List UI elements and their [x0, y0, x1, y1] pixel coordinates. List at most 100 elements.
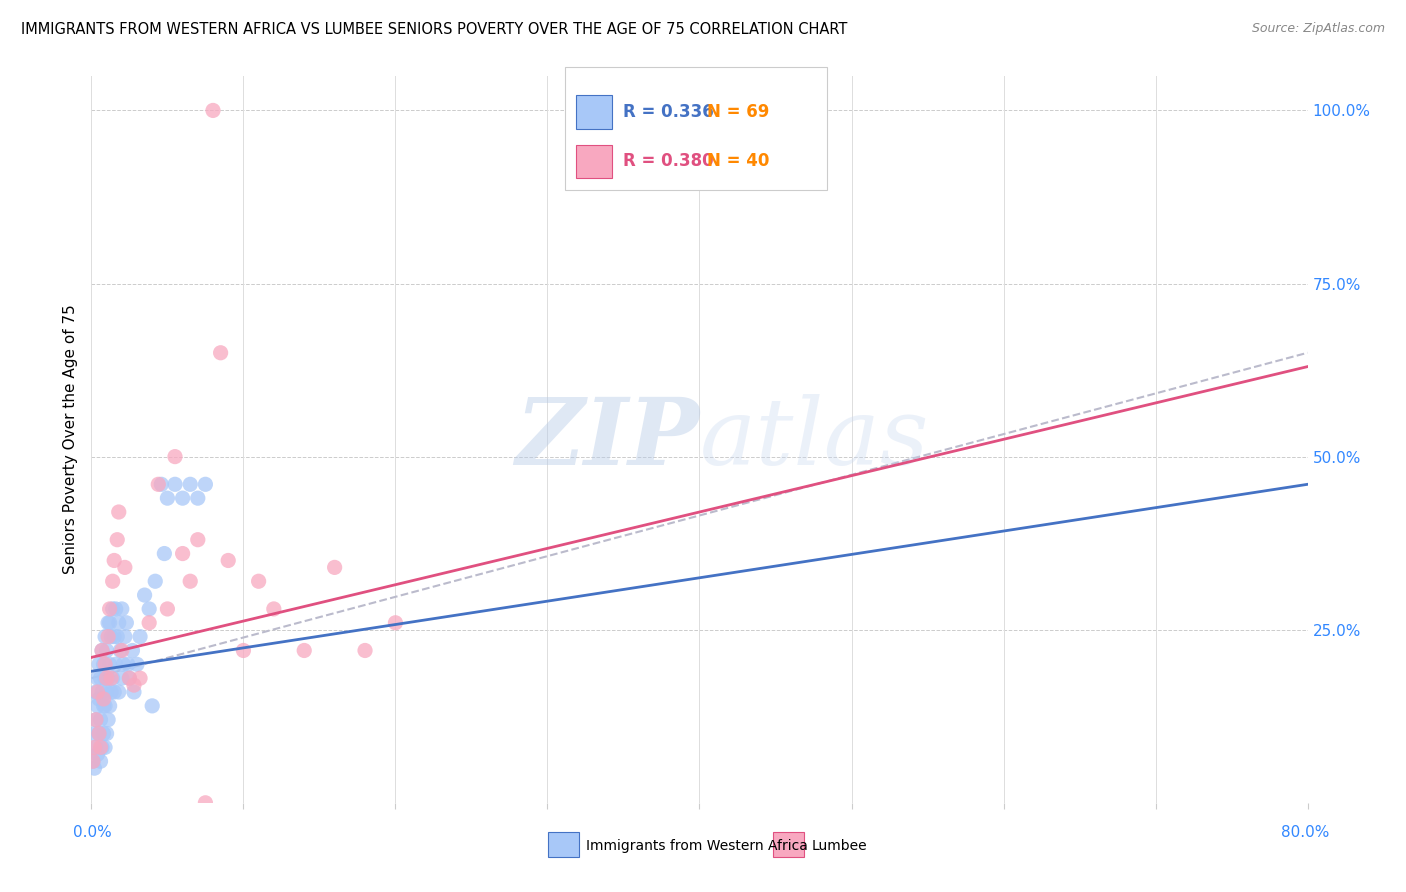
Point — [101, 671, 124, 685]
Point — [115, 615, 138, 630]
Text: ZIP: ZIP — [515, 394, 699, 484]
Point — [125, 657, 148, 672]
Point — [118, 671, 141, 685]
Text: N = 40: N = 40 — [707, 153, 769, 170]
Point — [93, 692, 115, 706]
Point — [150, 477, 173, 491]
Point — [103, 553, 125, 567]
Point — [156, 491, 179, 505]
Point — [354, 643, 377, 657]
Point — [103, 630, 125, 644]
Point — [89, 754, 111, 768]
Point — [101, 574, 124, 589]
Point — [91, 643, 114, 657]
Point — [217, 553, 239, 567]
Point — [134, 588, 156, 602]
Point — [86, 671, 108, 685]
Point — [103, 685, 125, 699]
Point — [187, 491, 209, 505]
Text: R = 0.380: R = 0.380 — [623, 153, 713, 170]
Point — [172, 547, 194, 561]
Point — [93, 657, 115, 672]
Point — [86, 698, 108, 713]
Text: R = 0.336: R = 0.336 — [623, 103, 714, 121]
Point — [87, 657, 110, 672]
Point — [111, 643, 134, 657]
Point — [384, 615, 406, 630]
Point — [118, 671, 141, 685]
Point — [82, 754, 104, 768]
Point — [94, 671, 117, 685]
Point — [97, 713, 120, 727]
Point — [138, 615, 160, 630]
Point — [83, 740, 105, 755]
Point — [202, 103, 225, 118]
Text: atlas: atlas — [699, 394, 929, 484]
Text: Source: ZipAtlas.com: Source: ZipAtlas.com — [1251, 22, 1385, 36]
Point — [247, 574, 270, 589]
Point — [101, 602, 124, 616]
Point — [153, 547, 176, 561]
Point — [84, 740, 107, 755]
Point — [93, 698, 115, 713]
Point — [89, 713, 111, 727]
Point — [96, 671, 118, 685]
Point — [94, 630, 117, 644]
Point — [96, 643, 118, 657]
Point — [129, 671, 152, 685]
Point — [105, 533, 128, 547]
Point — [172, 491, 194, 505]
Point — [91, 740, 114, 755]
Point — [97, 671, 120, 685]
Point — [112, 657, 135, 672]
Point — [98, 657, 121, 672]
Text: Lumbee: Lumbee — [811, 838, 868, 853]
Point — [89, 740, 111, 755]
Point — [107, 685, 129, 699]
Text: N = 69: N = 69 — [707, 103, 769, 121]
Point — [98, 615, 121, 630]
Point — [83, 726, 105, 740]
Point — [97, 615, 120, 630]
Text: 80.0%: 80.0% — [1281, 825, 1329, 840]
Point — [94, 740, 117, 755]
Point — [232, 643, 254, 657]
Point — [117, 657, 139, 672]
Point — [114, 630, 136, 644]
Point — [84, 713, 107, 727]
Point — [86, 685, 108, 699]
Point — [110, 643, 132, 657]
Point — [179, 477, 201, 491]
Point — [94, 698, 117, 713]
Point — [111, 602, 134, 616]
Point — [122, 685, 145, 699]
Point — [91, 643, 114, 657]
Point — [87, 692, 110, 706]
Point — [100, 685, 122, 699]
Point — [187, 533, 209, 547]
Point — [163, 477, 186, 491]
Point — [292, 643, 315, 657]
Point — [143, 574, 166, 589]
Point — [179, 574, 201, 589]
Point — [114, 560, 136, 574]
Text: 0.0%: 0.0% — [73, 825, 112, 840]
Point — [96, 685, 118, 699]
Point — [87, 726, 110, 740]
Point — [194, 477, 217, 491]
Point — [87, 726, 110, 740]
Text: IMMIGRANTS FROM WESTERN AFRICA VS LUMBEE SENIORS POVERTY OVER THE AGE OF 75 CORR: IMMIGRANTS FROM WESTERN AFRICA VS LUMBEE… — [21, 22, 848, 37]
Point — [163, 450, 186, 464]
Y-axis label: Seniors Poverty Over the Age of 75: Seniors Poverty Over the Age of 75 — [63, 304, 79, 574]
Point — [86, 747, 108, 762]
Point — [96, 726, 118, 740]
Point — [107, 505, 129, 519]
Point — [141, 698, 163, 713]
Point — [121, 643, 143, 657]
Point — [129, 630, 152, 644]
Point — [105, 630, 128, 644]
Point — [104, 602, 127, 616]
Point — [91, 685, 114, 699]
Point — [107, 615, 129, 630]
Point — [100, 630, 122, 644]
